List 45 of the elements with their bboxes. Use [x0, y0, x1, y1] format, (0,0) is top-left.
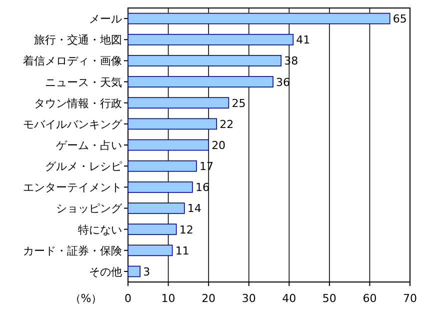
bar: [128, 139, 209, 151]
x-tick-label: 0: [124, 292, 132, 305]
y-tick-label: 着信メロディ・画像: [23, 54, 122, 68]
x-tick-label: 60: [362, 292, 377, 305]
y-tick-label: モバイルバンキング: [23, 118, 123, 131]
y-tick-label: ニュース・天気: [45, 76, 122, 89]
bar: [128, 34, 294, 46]
bar: [128, 12, 390, 24]
data-label: 41: [296, 34, 310, 47]
bar: [128, 224, 177, 235]
y-tick-label: エンターテイメント: [23, 181, 122, 194]
data-label: 20: [212, 139, 226, 152]
y-tick-label: ショッピング: [56, 202, 123, 216]
bar: [128, 55, 282, 66]
y-tick-label: 特にない: [78, 223, 122, 236]
data-label: 65: [392, 12, 407, 26]
y-tick-label: 旅行・交通・地図: [34, 34, 122, 47]
y-tick-label: グルメ・レシピ: [45, 160, 122, 174]
bar: [128, 202, 185, 214]
data-label: 14: [187, 202, 202, 216]
bar: [128, 181, 193, 193]
y-tick-label: ゲーム・占い: [56, 139, 122, 152]
y-tick-label: カード・証券・保険: [23, 244, 122, 258]
bar: [128, 244, 173, 256]
bar: [128, 118, 218, 130]
data-label: 3: [143, 265, 150, 278]
x-tick-label: 30: [242, 292, 256, 305]
x-tick-label: 20: [202, 292, 216, 305]
bar: [128, 266, 140, 278]
data-label: 12: [179, 223, 194, 236]
x-tick-label: 70: [403, 292, 417, 305]
x-tick-label: 50: [322, 292, 336, 305]
data-label: 11: [175, 244, 190, 258]
data-label: 22: [220, 118, 234, 131]
data-label: 36: [276, 76, 290, 89]
x-axis-title: （%）: [70, 292, 102, 305]
bar: [128, 160, 197, 172]
bar: [128, 76, 274, 88]
x-tick-label: 40: [282, 292, 296, 305]
y-tick-label: メール: [89, 12, 122, 26]
bar: [128, 97, 230, 109]
y-tick-label: その他: [89, 265, 122, 278]
x-tick-label: 10: [161, 292, 176, 305]
data-label: 25: [232, 96, 246, 110]
y-tick-label: タウン情報・行政: [34, 96, 122, 110]
